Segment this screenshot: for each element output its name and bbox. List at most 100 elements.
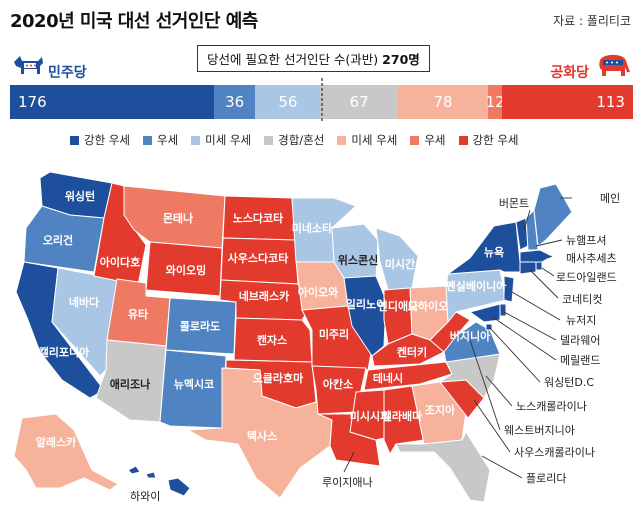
callout-de: 델라웨어 <box>560 334 600 347</box>
bar-segment-strong_dem: 176 <box>10 85 214 119</box>
bar-segment-lean_dem: 56 <box>255 85 321 119</box>
state-ct <box>519 261 537 275</box>
label-or: 오리건 <box>43 233 73 247</box>
legend: 강한 우세 우세 미세 우세 경합/혼선 미세 우세 우세 강한 우세 <box>70 132 518 148</box>
label-ca: 캘리포니아 <box>39 345 90 359</box>
bar-value: 78 <box>433 93 453 111</box>
callout-ma: 매사추세츠 <box>566 252 617 265</box>
bar-segment-tossup: 67 <box>320 85 398 119</box>
state-tx <box>187 367 333 499</box>
label-nm: 뉴멕시코 <box>174 377 214 391</box>
legend-label: 우세 <box>156 133 179 147</box>
bar-value: 12 <box>485 93 505 111</box>
label-ar: 아칸소 <box>323 377 353 391</box>
label-ia: 아이오와 <box>298 285 338 299</box>
label-al: 앨라배마 <box>382 409 423 423</box>
bar-value: 67 <box>349 93 369 111</box>
threshold-box: 당선에 필요한 선거인단 수(과반) 270명 <box>197 45 430 72</box>
state-ak <box>13 413 119 491</box>
majority-line <box>321 78 323 122</box>
label-ut: 유타 <box>128 307 149 321</box>
state-ms <box>349 389 385 441</box>
state-fl <box>395 431 491 503</box>
legend-swatch <box>410 135 420 145</box>
label-pa: 펜실베이니아 <box>446 279 508 293</box>
legend-swatch <box>191 135 201 145</box>
threshold-text: 당선에 필요한 선거인단 수(과반) <box>207 52 379 67</box>
legend-item-rep: 우세 <box>410 132 446 148</box>
legend-swatch <box>458 135 468 145</box>
elephant-icon <box>599 54 630 76</box>
bar-segment-rep: 12 <box>485 85 505 119</box>
callout-nh: 뉴햄프셔 <box>566 234 606 247</box>
legend-swatch <box>264 135 274 145</box>
legend-item-strong_dem: 강한 우세 <box>70 132 130 148</box>
label-in: 인디애나 <box>378 299 418 313</box>
label-tn: 테네시 <box>373 371 403 385</box>
bar-value: 176 <box>18 93 47 111</box>
legend-item-strong_rep: 강한 우세 <box>458 132 518 148</box>
legend-item-lean_rep: 미세 우세 <box>337 132 397 148</box>
callout-vt: 버몬트 <box>499 197 529 210</box>
callout-hi: 하와이 <box>130 489 160 503</box>
legend-item-tossup: 경합/혼선 <box>264 132 324 148</box>
callout-fl: 플로리다 <box>526 472 566 485</box>
callout-ri: 로드아일랜드 <box>556 270 617 284</box>
legend-swatch <box>337 135 347 145</box>
legend-swatch <box>70 135 79 145</box>
state-ks <box>233 317 313 363</box>
label-mo: 미주리 <box>319 327 349 341</box>
legend-label: 미세 우세 <box>351 133 398 147</box>
state-de <box>499 303 507 317</box>
page-title: 2020년 미국 대선 선거인단 예측 <box>10 11 258 32</box>
label-ky: 켄터키 <box>397 345 427 359</box>
threshold-value: 270명 <box>382 52 420 67</box>
label-ny: 뉴욕 <box>484 246 504 259</box>
label-sd: 사우스다코타 <box>228 251 290 265</box>
state-nc <box>439 353 501 399</box>
state-nm <box>159 349 227 429</box>
callout-md: 메릴랜드 <box>560 354 600 367</box>
state-hi <box>127 465 191 497</box>
state-ar <box>311 365 367 415</box>
label-ks: 캔자스 <box>257 333 287 347</box>
label-wy: 와이오밍 <box>166 263 206 277</box>
label-wa: 워싱턴 <box>65 189 95 203</box>
label-mt: 몬태나 <box>163 211 193 225</box>
state-or <box>23 205 105 273</box>
bar-value: 113 <box>596 93 625 111</box>
label-ak: 알래스카 <box>36 435 76 449</box>
callout-dc: 워싱턴D.C <box>544 376 594 389</box>
callout-me: 메인 <box>600 192 620 205</box>
label-id: 아이다호 <box>100 255 140 269</box>
legend-swatch <box>142 135 152 145</box>
state-ma <box>519 249 553 263</box>
label-nd: 노스다코타 <box>233 211 284 225</box>
label-mi: 미시간 <box>385 257 415 271</box>
legend-item-lean_dem: 미세 우세 <box>191 132 251 148</box>
state-tn <box>363 361 453 391</box>
bar-segment-lean_rep: 78 <box>397 85 489 119</box>
label-ne: 네브래스카 <box>239 289 290 303</box>
label-nv: 네바다 <box>69 295 100 309</box>
label-co: 콜로라도 <box>180 319 220 333</box>
state-nj <box>503 275 515 303</box>
dem-party-label: 민주당 <box>48 65 87 81</box>
state-md <box>469 303 501 323</box>
bar-value: 56 <box>278 93 298 111</box>
label-va: 버지니아 <box>450 329 491 343</box>
callout-la: 루이지애나 <box>322 476 373 489</box>
callout-nj: 뉴저지 <box>566 314 596 327</box>
rep-party-label: 공화당 <box>550 65 589 81</box>
label-ms: 미시시피 <box>350 409 390 423</box>
bar-segment-dem: 36 <box>213 85 256 119</box>
legend-label: 우세 <box>424 133 446 147</box>
source-note: 자료 : 폴리티코 <box>553 14 631 28</box>
bar-segment-strong_rep: 113 <box>502 85 633 119</box>
label-il: 일리노이 <box>346 297 386 311</box>
donkey-icon <box>14 56 43 74</box>
label-wi: 위스콘신 <box>338 253 378 267</box>
label-mn: 미네소타 <box>292 221 333 235</box>
callout-sc: 사우스캐롤라이나 <box>514 446 595 459</box>
label-tx: 텍사스 <box>247 429 277 443</box>
